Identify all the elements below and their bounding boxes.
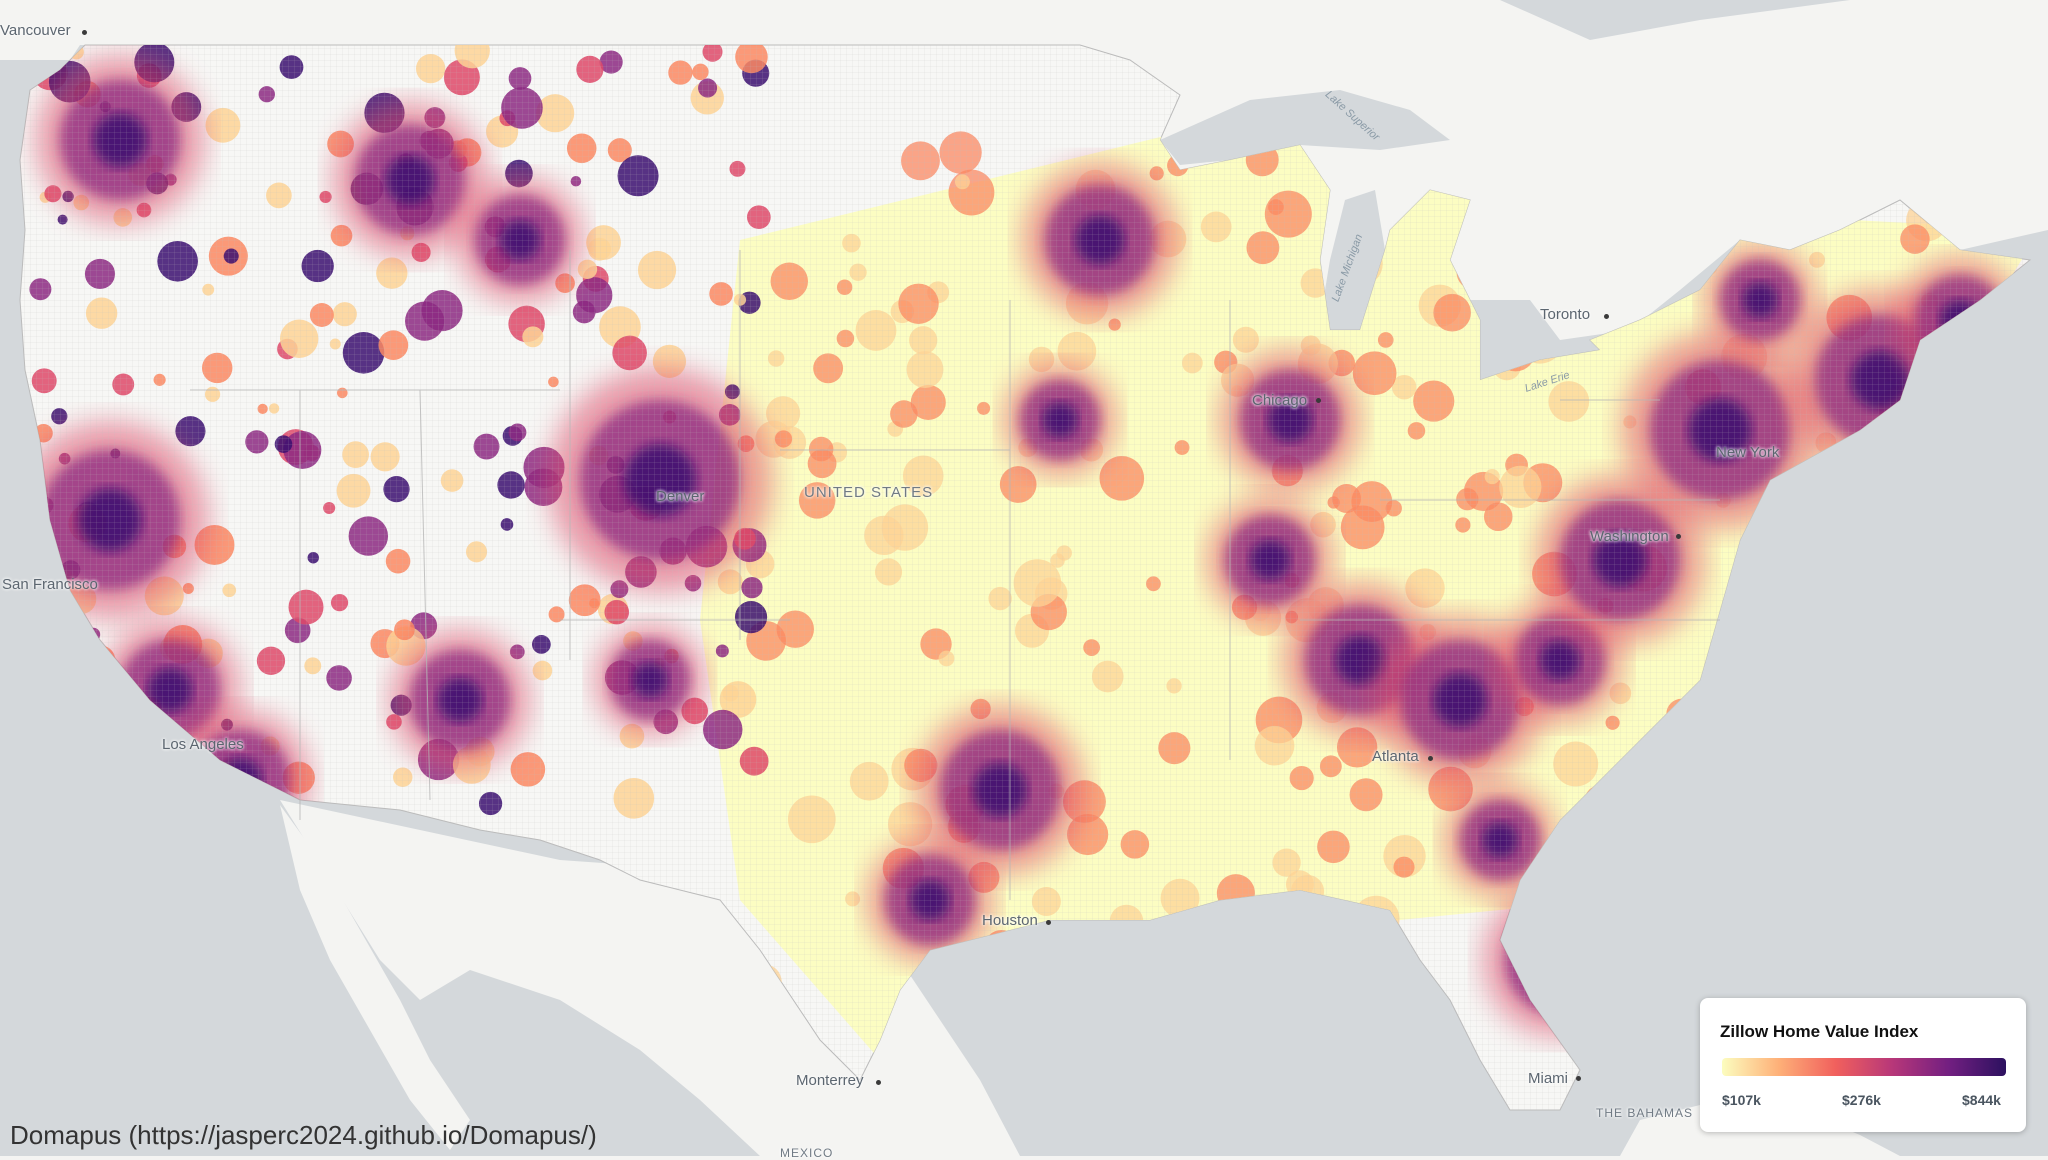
- city-label-miami[interactable]: Miami: [1528, 1070, 1568, 1087]
- city-dot-houston: [1046, 920, 1051, 925]
- country-label-usa: UNITED STATES: [804, 484, 934, 501]
- city-label-los-angeles[interactable]: Los Angeles: [162, 736, 244, 753]
- city-label-denver[interactable]: Denver: [656, 488, 705, 505]
- city-label-houston[interactable]: Houston: [982, 912, 1038, 929]
- legend-panel: Zillow Home Value Index $107k $276k $844…: [1700, 998, 2026, 1132]
- city-label-chicago[interactable]: Chicago: [1252, 392, 1308, 409]
- city-dot-vancouver: [82, 30, 87, 35]
- baja-land: [280, 805, 470, 1150]
- city-dot-washington: [1676, 534, 1681, 539]
- city-dot-miami: [1576, 1076, 1581, 1081]
- legend-max-label: $844k: [1962, 1092, 2001, 1108]
- city-label-monterrey[interactable]: Monterrey: [796, 1072, 864, 1089]
- legend-color-ramp: [1722, 1058, 2006, 1076]
- city-label-toronto[interactable]: Toronto: [1540, 306, 1591, 323]
- attribution-text[interactable]: Domapus (https://jasperc2024.github.io/D…: [10, 1120, 597, 1150]
- mexico-land: [280, 800, 1020, 1156]
- city-label-new-york[interactable]: New York: [1716, 444, 1780, 461]
- city-label-atlanta[interactable]: Atlanta: [1372, 748, 1419, 765]
- state-boundaries: [190, 250, 1720, 900]
- city-label-washington[interactable]: Washington: [1590, 528, 1669, 545]
- city-dot-toronto: [1604, 314, 1609, 319]
- city-label-vancouver[interactable]: Vancouver: [0, 22, 71, 39]
- city-dot-chicago: [1316, 398, 1321, 403]
- country-label-mexico: MEXICO: [780, 1146, 834, 1160]
- legend-mid-label: $276k: [1842, 1092, 1881, 1108]
- city-dot-atlanta: [1428, 756, 1433, 761]
- country-label-bahamas: THE BAHAMAS: [1596, 1106, 1694, 1120]
- city-dot-monterrey: [876, 1080, 881, 1085]
- legend-min-label: $107k: [1722, 1092, 1761, 1108]
- city-label-san-francisco[interactable]: San Francisco: [2, 576, 98, 593]
- legend-title: Zillow Home Value Index: [1720, 1022, 1919, 1041]
